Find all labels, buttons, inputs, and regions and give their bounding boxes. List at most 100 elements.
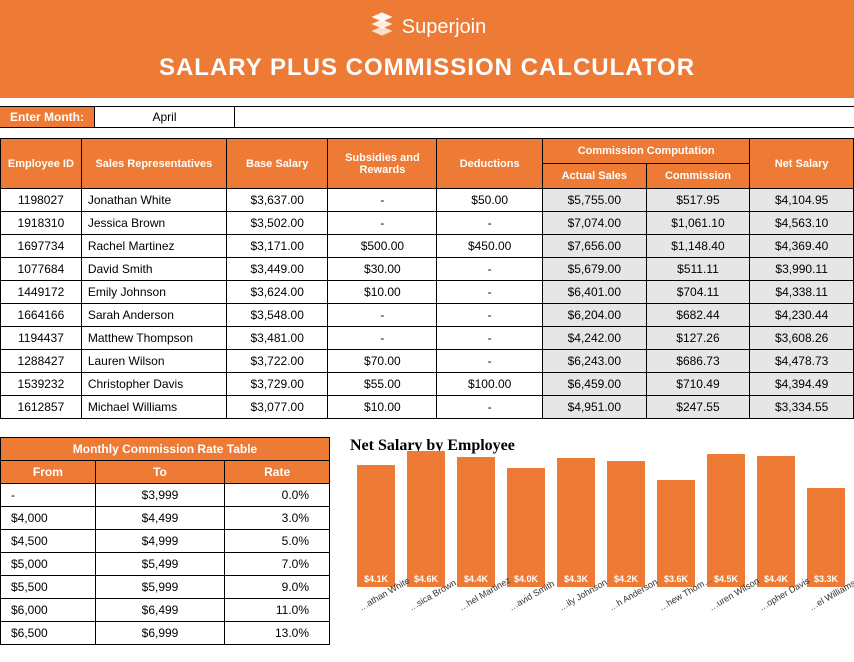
cell-to: $4,499 [95,507,225,530]
chart-bar-wrap: $4.4K…hel Martinez [454,457,498,603]
cell-id: 1194437 [1,327,82,350]
cell-id: 1077684 [1,258,82,281]
chart-area: Net Salary by Employee $4.1K…athan White… [350,437,854,603]
cell-base: $3,502.00 [226,212,328,235]
cell-net: $4,230.44 [750,304,854,327]
rate-table-title: Monthly Commission Rate Table [1,438,330,461]
cell-base: $3,077.00 [226,396,328,419]
brand-row: Superjoin [0,10,854,44]
th-commission-group: Commission Computation [543,139,750,164]
rate-row: -$3,9990.0% [1,484,330,507]
cell-net: $3,608.26 [750,327,854,350]
cell-net: $3,990.11 [750,258,854,281]
month-input-value[interactable]: April [95,107,235,127]
cell-deductions: $450.00 [437,235,543,258]
salary-table: Employee ID Sales Representatives Base S… [0,138,854,419]
cell-from: - [1,484,96,507]
cell-sales: $7,074.00 [543,212,647,235]
cell-net: $4,394.49 [750,373,854,396]
cell-rate: 0.0% [225,484,330,507]
th-net-salary: Net Salary [750,139,854,189]
cell-sales: $6,204.00 [543,304,647,327]
cell-commission: $704.11 [646,281,750,304]
chart-bar: $4.2K [607,461,645,587]
cell-commission: $247.55 [646,396,750,419]
cell-deductions: - [437,212,543,235]
cell-deductions: - [437,327,543,350]
th-sales-rep: Sales Representatives [81,139,226,189]
chart-bar: $4.5K [707,454,745,587]
cell-sales: $7,656.00 [543,235,647,258]
cell-base: $3,722.00 [226,350,328,373]
month-label: Enter Month: [0,107,95,127]
table-row: 1194437Matthew Thompson$3,481.00--$4,242… [1,327,854,350]
chart-bar: $4.6K [407,451,445,587]
cell-commission: $1,061.10 [646,212,750,235]
cell-to: $6,999 [95,622,225,645]
chart-bar-wrap: $4.4K…opher Davis [754,456,798,603]
cell-deductions: $100.00 [437,373,543,396]
cell-name: Jonathan White [81,189,226,212]
cell-subsidies: $10.00 [328,281,437,304]
cell-rate: 3.0% [225,507,330,530]
chart-bar: $4.1K [357,465,395,587]
cell-subsidies: $70.00 [328,350,437,373]
cell-subsidies: $30.00 [328,258,437,281]
cell-deductions: - [437,350,543,373]
cell-subsidies: $55.00 [328,373,437,396]
cell-rate: 5.0% [225,530,330,553]
cell-sales: $6,401.00 [543,281,647,304]
cell-deductions: - [437,396,543,419]
rate-row: $4,500$4,9995.0% [1,530,330,553]
brand-name: Superjoin [402,16,487,39]
cell-net: $4,478.73 [750,350,854,373]
cell-id: 1918310 [1,212,82,235]
table-row: 1918310Jessica Brown$3,502.00--$7,074.00… [1,212,854,235]
cell-net: $4,369.40 [750,235,854,258]
brand-logo-icon [368,10,396,44]
cell-net: $4,104.95 [750,189,854,212]
th-actual-sales: Actual Sales [543,164,647,189]
th-rate-rate: Rate [225,461,330,484]
table-row: 1077684David Smith$3,449.00$30.00-$5,679… [1,258,854,281]
chart-bar-wrap: $4.6K…sica Brown [404,451,448,603]
table-row: 1288427Lauren Wilson$3,722.00$70.00-$6,2… [1,350,854,373]
chart-bar-wrap: $4.1K…athan White [354,465,398,603]
page-title: SALARY PLUS COMMISSION CALCULATOR [0,54,854,82]
cell-net: $4,563.10 [750,212,854,235]
cell-id: 1612857 [1,396,82,419]
cell-deductions: - [437,258,543,281]
cell-name: Christopher Davis [81,373,226,396]
rate-table: Monthly Commission Rate Table From To Ra… [0,437,330,645]
cell-name: David Smith [81,258,226,281]
cell-base: $3,449.00 [226,258,328,281]
chart-bar-wrap: $3.3K…el Williams [804,488,848,603]
rate-row: $5,500$5,9999.0% [1,576,330,599]
cell-base: $3,637.00 [226,189,328,212]
cell-sales: $6,243.00 [543,350,647,373]
cell-sales: $4,242.00 [543,327,647,350]
cell-subsidies: - [328,304,437,327]
cell-subsidies: - [328,189,437,212]
cell-to: $6,499 [95,599,225,622]
cell-name: Lauren Wilson [81,350,226,373]
cell-id: 1449172 [1,281,82,304]
cell-id: 1697734 [1,235,82,258]
month-input-row: Enter Month: April [0,106,854,128]
chart-bar: $4.0K [507,468,545,587]
cell-name: Matthew Thompson [81,327,226,350]
cell-rate: 13.0% [225,622,330,645]
cell-deductions: - [437,281,543,304]
cell-net: $3,334.55 [750,396,854,419]
cell-base: $3,171.00 [226,235,328,258]
cell-base: $3,548.00 [226,304,328,327]
table-row: 1664166Sarah Anderson$3,548.00--$6,204.0… [1,304,854,327]
chart-bar-wrap: $4.3K…ily Johnson [554,458,598,603]
cell-sales: $5,679.00 [543,258,647,281]
cell-subsidies: - [328,327,437,350]
rate-row: $6,000$6,49911.0% [1,599,330,622]
chart-bar: $4.4K [457,457,495,587]
th-employee-id: Employee ID [1,139,82,189]
th-rate-from: From [1,461,96,484]
bottom-area: Monthly Commission Rate Table From To Ra… [0,437,854,645]
